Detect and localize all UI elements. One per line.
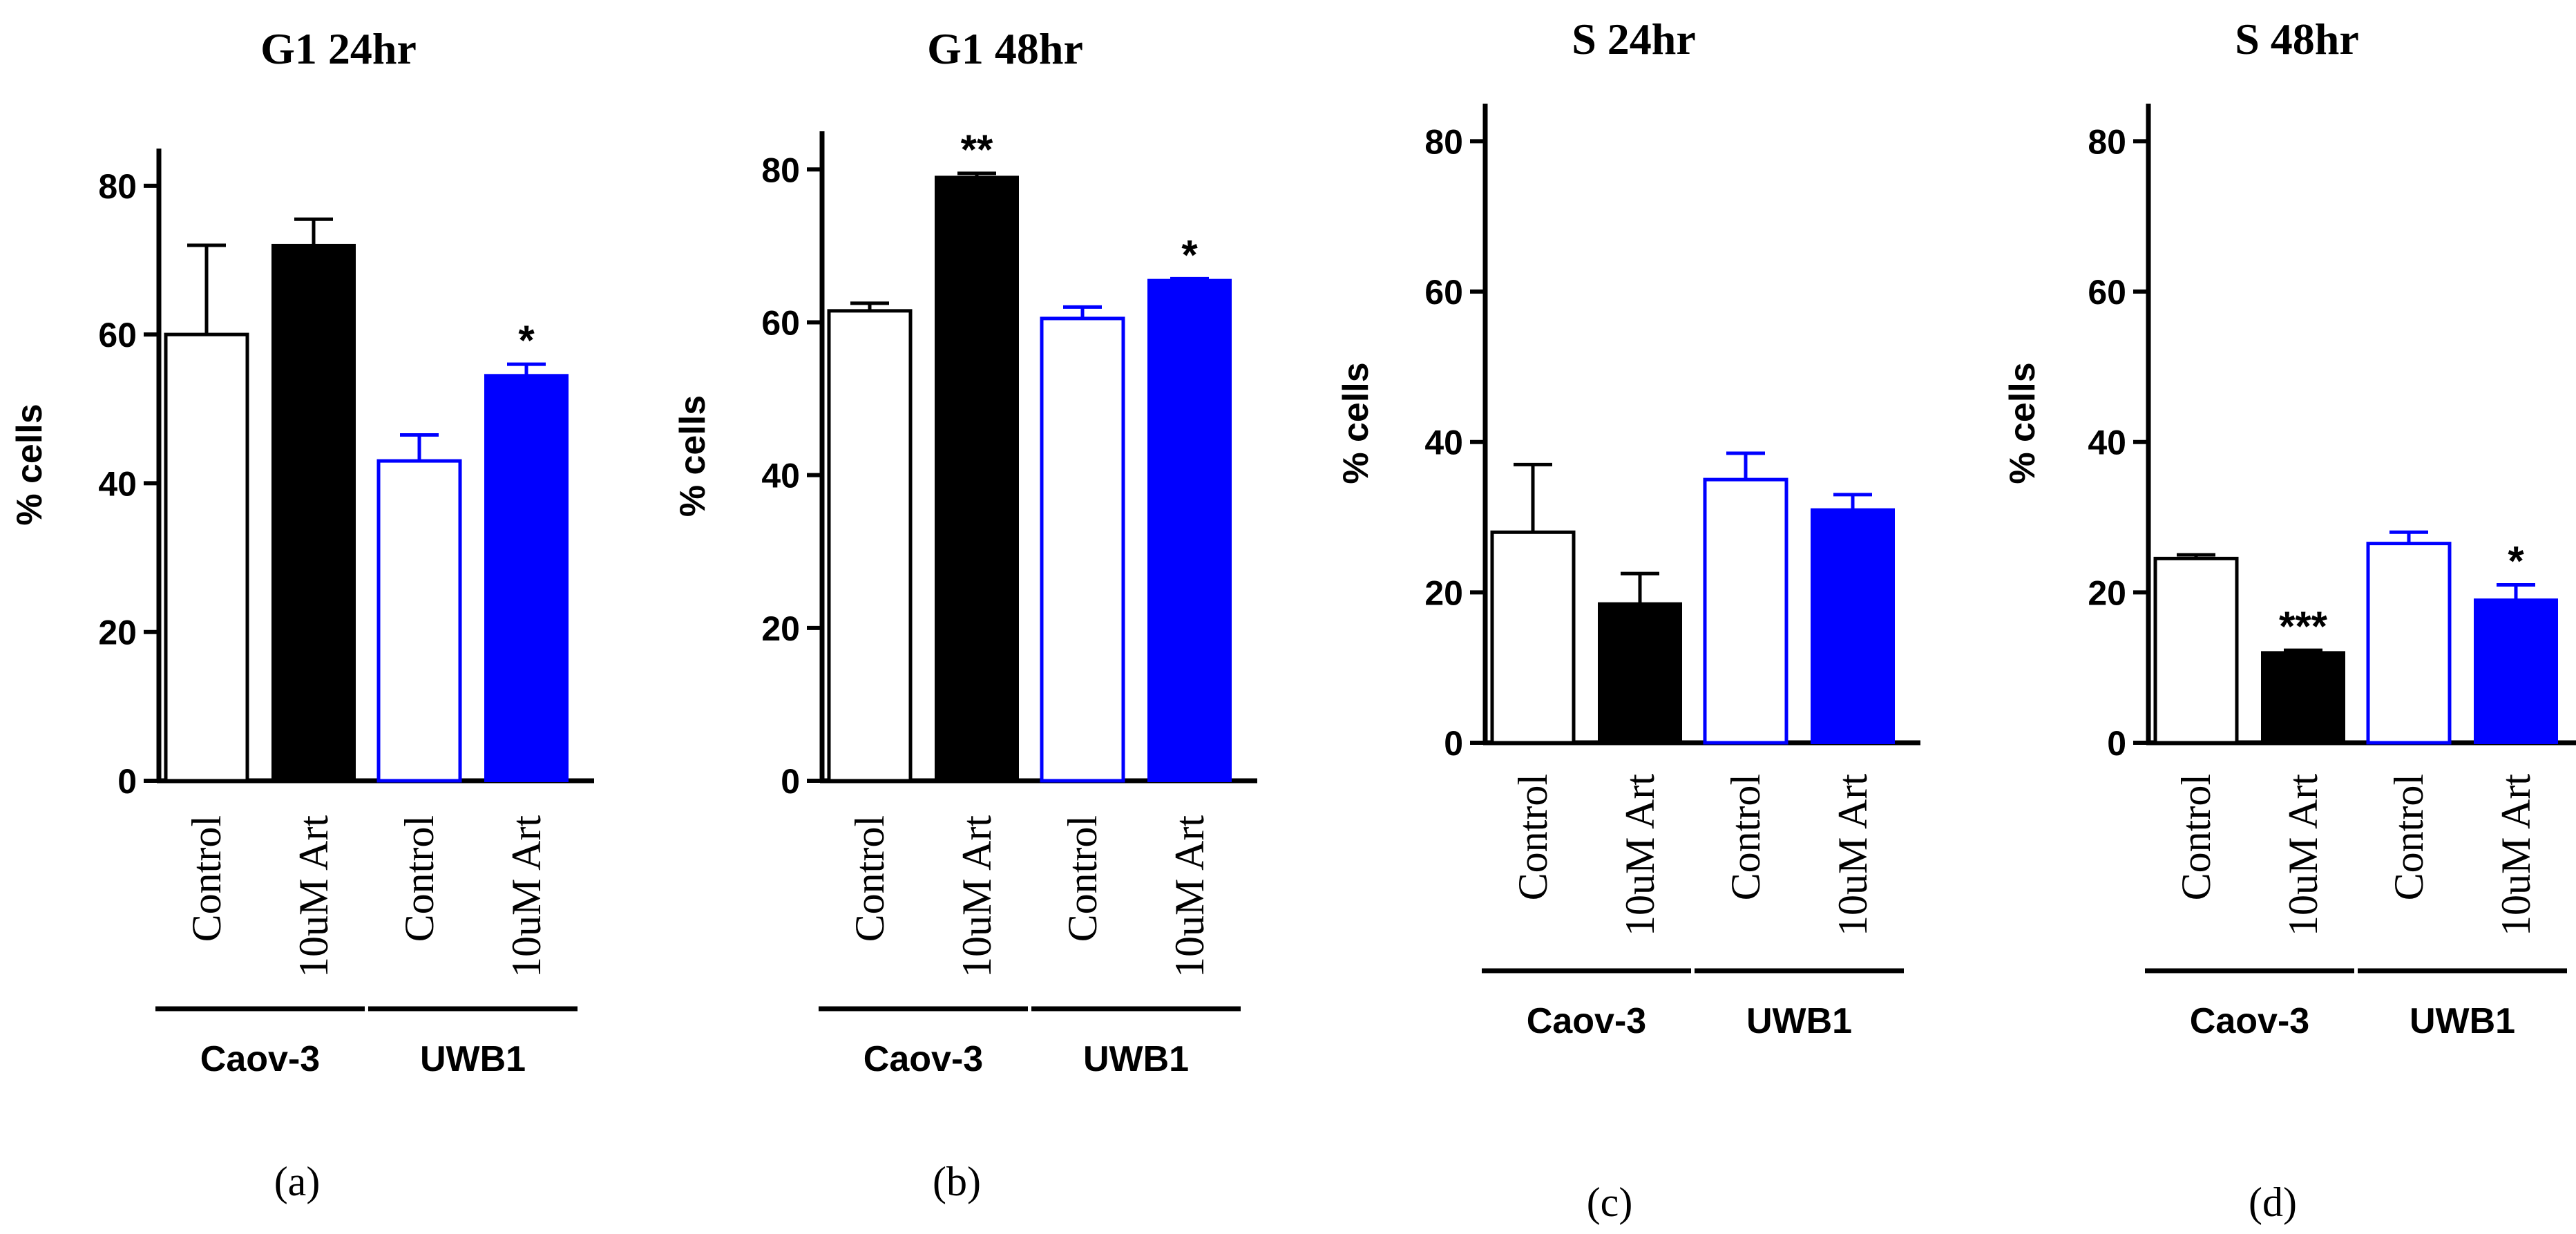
- bar-control-uwb1: [1040, 316, 1125, 783]
- chart-panel-4: S 48hr % cells 0 20 40 60 80 Control *** 10uM Art…: [2003, 15, 2576, 1225]
- x-tick-label: Control: [184, 815, 229, 942]
- bar-10um-art-uwb1: [1811, 508, 1895, 744]
- bar-control-uwb1: [376, 459, 462, 783]
- panel-label: (a): [274, 1159, 321, 1204]
- y-tick-label: 80: [761, 151, 800, 189]
- chart-title: S 48hr: [2235, 15, 2359, 64]
- y-tick-label: 60: [761, 303, 800, 342]
- y-axis-label: % cells: [1336, 362, 1376, 484]
- x-tick-label: Control: [1510, 774, 1556, 900]
- chart-title: G1 24hr: [260, 24, 417, 73]
- y-tick-label: 0: [2107, 724, 2126, 763]
- bar-control-caov3: [164, 332, 249, 783]
- y-tick-label: 20: [98, 614, 137, 652]
- significance-marker: *: [2508, 538, 2524, 584]
- y-tick-label: 40: [2088, 424, 2126, 462]
- x-tick-label: Control: [847, 815, 893, 942]
- bar-10um-art-caov3: [271, 243, 356, 782]
- chart-panel-3: S 24hr % cells 0 20 40 60 80 Control 10uM Art Con…: [1336, 15, 1920, 1225]
- x-tick-label: 10uM Art: [1830, 774, 1876, 936]
- significance-marker: **: [961, 126, 993, 173]
- group-label: Caov-3: [2190, 1001, 2309, 1041]
- y-tick-label: 20: [1424, 573, 1463, 612]
- x-tick-label: 10uM Art: [291, 815, 336, 978]
- y-tick-label: 60: [98, 316, 137, 354]
- y-tick-label: 20: [2088, 573, 2126, 612]
- group-label: UWB1: [1746, 1001, 1852, 1041]
- group-label: Caov-3: [1527, 1001, 1646, 1041]
- x-tick-label: Control: [1060, 815, 1105, 942]
- bar-control-uwb1: [1703, 477, 1788, 745]
- y-tick-label: 0: [781, 762, 800, 801]
- x-tick-label: Control: [2386, 774, 2432, 900]
- bar-10um-art-uwb1: [484, 374, 569, 782]
- bar-control-caov3: [827, 309, 913, 783]
- y-tick-label: 80: [2088, 122, 2126, 161]
- x-tick-label: 10uM Art: [1167, 815, 1212, 978]
- panel-label: (b): [933, 1159, 981, 1204]
- significance-marker: ***: [2279, 603, 2328, 649]
- x-tick-label: 10uM Art: [954, 815, 1000, 978]
- y-tick-label: 40: [98, 464, 137, 503]
- bar-10um-art-caov3: [935, 175, 1019, 782]
- significance-marker: *: [1181, 231, 1198, 278]
- bar-10um-art-caov3: [2261, 651, 2345, 744]
- x-tick-label: 10uM Art: [2493, 774, 2539, 936]
- y-tick-label: 0: [1444, 724, 1463, 763]
- chart-panel-1: G1 24hr % cells 0 20 40 60 80 Control 10uM Art Co…: [10, 24, 594, 1204]
- significance-marker: *: [518, 317, 535, 363]
- x-tick-label: Control: [1723, 774, 1768, 900]
- y-tick-label: 40: [761, 457, 800, 495]
- y-tick-label: 0: [117, 762, 137, 801]
- panel-label: (c): [1587, 1179, 1633, 1225]
- x-tick-label: Control: [2173, 774, 2219, 900]
- y-tick-label: 80: [1424, 122, 1463, 161]
- group-label: UWB1: [420, 1039, 526, 1079]
- panel-label: (d): [2249, 1179, 2297, 1225]
- y-tick-label: 40: [1424, 424, 1463, 462]
- bar-10um-art-uwb1: [1147, 278, 1232, 783]
- group-label: Caov-3: [200, 1039, 320, 1079]
- x-tick-label: Control: [397, 815, 442, 942]
- y-axis-label: % cells: [673, 395, 713, 517]
- bar-control-caov3: [2153, 556, 2239, 745]
- y-tick-label: 60: [1424, 273, 1463, 312]
- y-axis-label: % cells: [2003, 362, 2043, 484]
- x-tick-label: 10uM Art: [1617, 774, 1663, 936]
- bar-control-uwb1: [2366, 542, 2452, 745]
- group-label: UWB1: [1083, 1039, 1189, 1079]
- y-tick-label: 80: [98, 167, 137, 206]
- y-tick-label: 60: [2088, 273, 2126, 312]
- chart-panel-2: G1 48hr % cells 0 20 40 60 80 Control ** 10uM Art…: [673, 24, 1257, 1204]
- y-axis-label: % cells: [10, 404, 50, 525]
- x-tick-label: 10uM Art: [504, 815, 549, 978]
- chart-title: G1 48hr: [927, 24, 1083, 73]
- x-tick-label: 10uM Art: [2280, 774, 2326, 936]
- y-tick-label: 20: [761, 609, 800, 648]
- chart-title: S 24hr: [1572, 15, 1696, 64]
- bar-10um-art-caov3: [1598, 602, 1682, 744]
- bar-control-caov3: [1490, 530, 1576, 745]
- bar-10um-art-uwb1: [2474, 598, 2558, 744]
- group-label: UWB1: [2410, 1001, 2515, 1041]
- group-label: Caov-3: [864, 1039, 983, 1079]
